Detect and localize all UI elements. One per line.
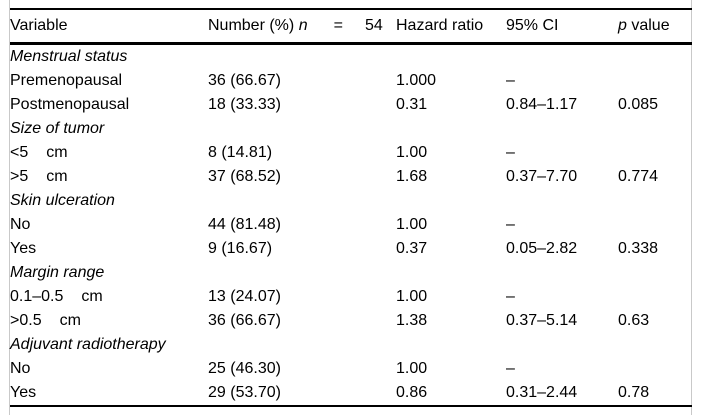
- hazard-ratio-cell: 1.38: [396, 312, 428, 329]
- number-header-equals: =: [333, 17, 343, 34]
- ci-cell: 0.37–7.70: [506, 168, 578, 185]
- variable-label: Premenopausal: [10, 72, 123, 89]
- table-row: >5 cm 37 (68.52) 1.68 0.37–7.70 0.774: [10, 165, 692, 189]
- unit-label: cm: [59, 312, 81, 329]
- number-cell: 13 (24.07): [208, 288, 281, 305]
- variable-cell: >5 cm: [10, 165, 208, 189]
- table-row: Yes 29 (53.70) 0.86 0.31–2.44 0.78: [10, 381, 692, 406]
- variable-label: No: [10, 360, 31, 377]
- table-row: Size of tumor: [10, 117, 692, 141]
- variable-cell: Yes: [10, 237, 208, 261]
- variable-label: 0.1–0.5: [10, 288, 64, 305]
- variable-cell: No: [10, 357, 208, 381]
- variable-label: Yes: [10, 384, 37, 401]
- cox-regression-table: Variable Number (%) n = 54 Hazard ratio 95…: [10, 8, 692, 407]
- hazard-ratio-cell: 1.00: [396, 288, 428, 305]
- category-label: Skin ulceration: [10, 192, 115, 209]
- variable-cell: No: [10, 213, 208, 237]
- col-header-number: Number (%) n = 54: [208, 9, 396, 45]
- ci-cell: –: [506, 216, 515, 233]
- unit-label: cm: [46, 144, 68, 161]
- number-header-n: n: [298, 17, 308, 34]
- hazard-ratio-cell: 0.31: [396, 96, 428, 113]
- category-label: Size of tumor: [10, 120, 105, 137]
- col-header-pvalue: p value: [618, 9, 692, 45]
- ci-cell: 0.37–5.14: [506, 312, 578, 329]
- pvalue-header-rest: value: [626, 17, 670, 34]
- table-row: >0.5 cm 36 (66.67) 1.38 0.37–5.14 0.63: [10, 309, 692, 333]
- table-body: Menstrual status Premenopausal 36 (66.67) 1…: [10, 44, 692, 407]
- hazard-ratio-cell: 0.37: [396, 240, 428, 257]
- category-label: Menstrual status: [10, 48, 128, 65]
- hazard-ratio-cell: 1.000: [396, 72, 437, 89]
- figure-frame: Variable Number (%) n = 54 Hazard ratio 95…: [9, 0, 692, 415]
- table-row: Yes 9 (16.67) 0.37 0.05–2.82 0.338: [10, 237, 692, 261]
- pvalue-header-p: p: [618, 17, 627, 34]
- p-value-cell: 0.338: [618, 240, 659, 257]
- table-row: Skin ulceration: [10, 189, 692, 213]
- category-label: Adjuvant radiotherapy: [10, 336, 166, 353]
- ci-cell: –: [506, 144, 515, 161]
- col-header-variable: Variable: [10, 9, 208, 45]
- number-header-prefix: Number (%): [208, 17, 299, 34]
- p-value-cell: 0.63: [618, 312, 650, 329]
- ci-cell: 0.31–2.44: [506, 384, 578, 401]
- table-row: Adjuvant radiotherapy: [10, 333, 692, 357]
- table-row: No 44 (81.48) 1.00 –: [10, 213, 692, 237]
- table-row: No 25 (46.30) 1.00 –: [10, 357, 692, 381]
- p-value-cell: [618, 69, 692, 93]
- number-cell: 29 (53.70): [208, 384, 281, 401]
- number-cell: 37 (68.52): [208, 168, 281, 185]
- unit-label: cm: [81, 288, 103, 305]
- p-value-cell: [618, 285, 692, 309]
- variable-label: No: [10, 216, 31, 233]
- variable-cell: Postmenopausal: [10, 93, 208, 117]
- number-cell: 44 (81.48): [208, 216, 281, 233]
- variable-label: >5: [10, 168, 29, 185]
- p-value-cell: 0.085: [618, 96, 659, 113]
- table-row: Premenopausal 36 (66.67) 1.000 –: [10, 69, 692, 93]
- variable-label: <5: [10, 144, 29, 161]
- p-value-cell: [618, 141, 692, 165]
- variable-cell: Premenopausal: [10, 69, 208, 93]
- table-row: 0.1–0.5 cm 13 (24.07) 1.00 –: [10, 285, 692, 309]
- variable-label: >0.5: [10, 312, 42, 329]
- col-header-hazard-ratio: Hazard ratio: [396, 9, 506, 45]
- variable-cell: 0.1–0.5 cm: [10, 285, 208, 309]
- number-cell: 36 (66.67): [208, 312, 281, 329]
- number-cell: 25 (46.30): [208, 360, 281, 377]
- variable-cell: Yes: [10, 381, 208, 406]
- header-row: Variable Number (%) n = 54 Hazard ratio 95…: [10, 9, 692, 45]
- number-header-total: 54: [364, 17, 383, 34]
- ci-cell: –: [506, 288, 515, 305]
- hazard-ratio-cell: 1.00: [396, 144, 428, 161]
- table-row: <5 cm 8 (14.81) 1.00 –: [10, 141, 692, 165]
- variable-cell: <5 cm: [10, 141, 208, 165]
- table-row: Menstrual status: [10, 44, 692, 70]
- table-row: Margin range: [10, 261, 692, 285]
- variable-label: Yes: [10, 240, 37, 257]
- hazard-ratio-cell: 0.86: [396, 384, 428, 401]
- hazard-ratio-cell: 1.00: [396, 216, 428, 233]
- category-label: Margin range: [10, 264, 105, 281]
- ci-cell: 0.84–1.17: [506, 96, 578, 113]
- p-value-cell: [618, 357, 692, 381]
- ci-cell: 0.05–2.82: [506, 240, 578, 257]
- p-value-cell: [618, 213, 692, 237]
- number-cell: 9 (16.67): [208, 240, 273, 257]
- unit-label: cm: [46, 168, 68, 185]
- table-row: Postmenopausal 18 (33.33) 0.31 0.84–1.17 0.0…: [10, 93, 692, 117]
- number-cell: 18 (33.33): [208, 96, 281, 113]
- ci-cell: –: [506, 72, 515, 89]
- p-value-cell: 0.78: [618, 384, 650, 401]
- variable-label: Postmenopausal: [10, 96, 130, 113]
- ci-cell: –: [506, 360, 515, 377]
- col-header-ci: 95% CI: [506, 9, 618, 45]
- number-cell: 8 (14.81): [208, 144, 273, 161]
- number-cell: 36 (66.67): [208, 72, 281, 89]
- hazard-ratio-cell: 1.00: [396, 360, 428, 377]
- hazard-ratio-cell: 1.68: [396, 168, 428, 185]
- variable-cell: >0.5 cm: [10, 309, 208, 333]
- p-value-cell: 0.774: [618, 168, 659, 185]
